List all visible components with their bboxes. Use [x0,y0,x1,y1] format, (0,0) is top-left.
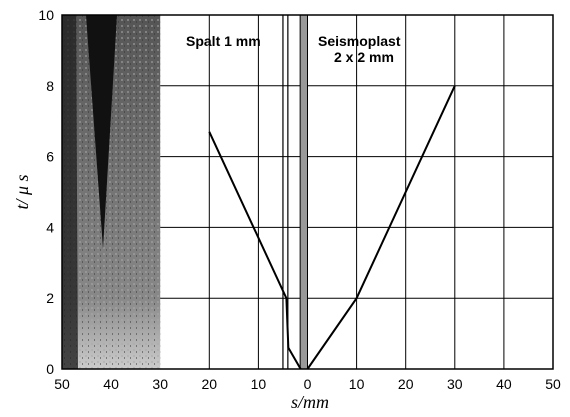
photo-dark [62,15,78,369]
x-tick-label: 30 [447,376,463,392]
y-tick-label: 2 [46,290,54,306]
chart: 0 2 4 6 8 10 50 40 30 20 10 0 10 20 30 40 50 Spalt 1 mm Se… [0,0,570,412]
x-tick-label: 10 [251,376,267,392]
x-tick-label: 0 [304,376,312,392]
x-tick-label: 10 [349,376,365,392]
x-tick-label: 50 [545,376,561,392]
annotation: Spalt 1 mm [186,33,261,49]
y-axis-label: t/ μ s [12,174,32,209]
y-tick-label: 10 [38,7,54,23]
x-tick-label: 40 [496,376,512,392]
x-axis-label: s/mm [291,392,329,412]
x-tick-label: 20 [202,376,218,392]
data-line [209,132,300,369]
x-tick-label: 30 [152,376,168,392]
y-tick-label: 6 [46,149,54,165]
x-tick-label: 40 [103,376,119,392]
x-tick-label: 50 [54,376,70,392]
photo-strip [62,15,160,369]
y-tick-label: 8 [46,78,54,94]
seismoplast-band [300,15,307,369]
y-tick-label: 0 [46,361,54,377]
x-tick-label: 20 [398,376,414,392]
y-tick-label: 4 [46,219,54,235]
